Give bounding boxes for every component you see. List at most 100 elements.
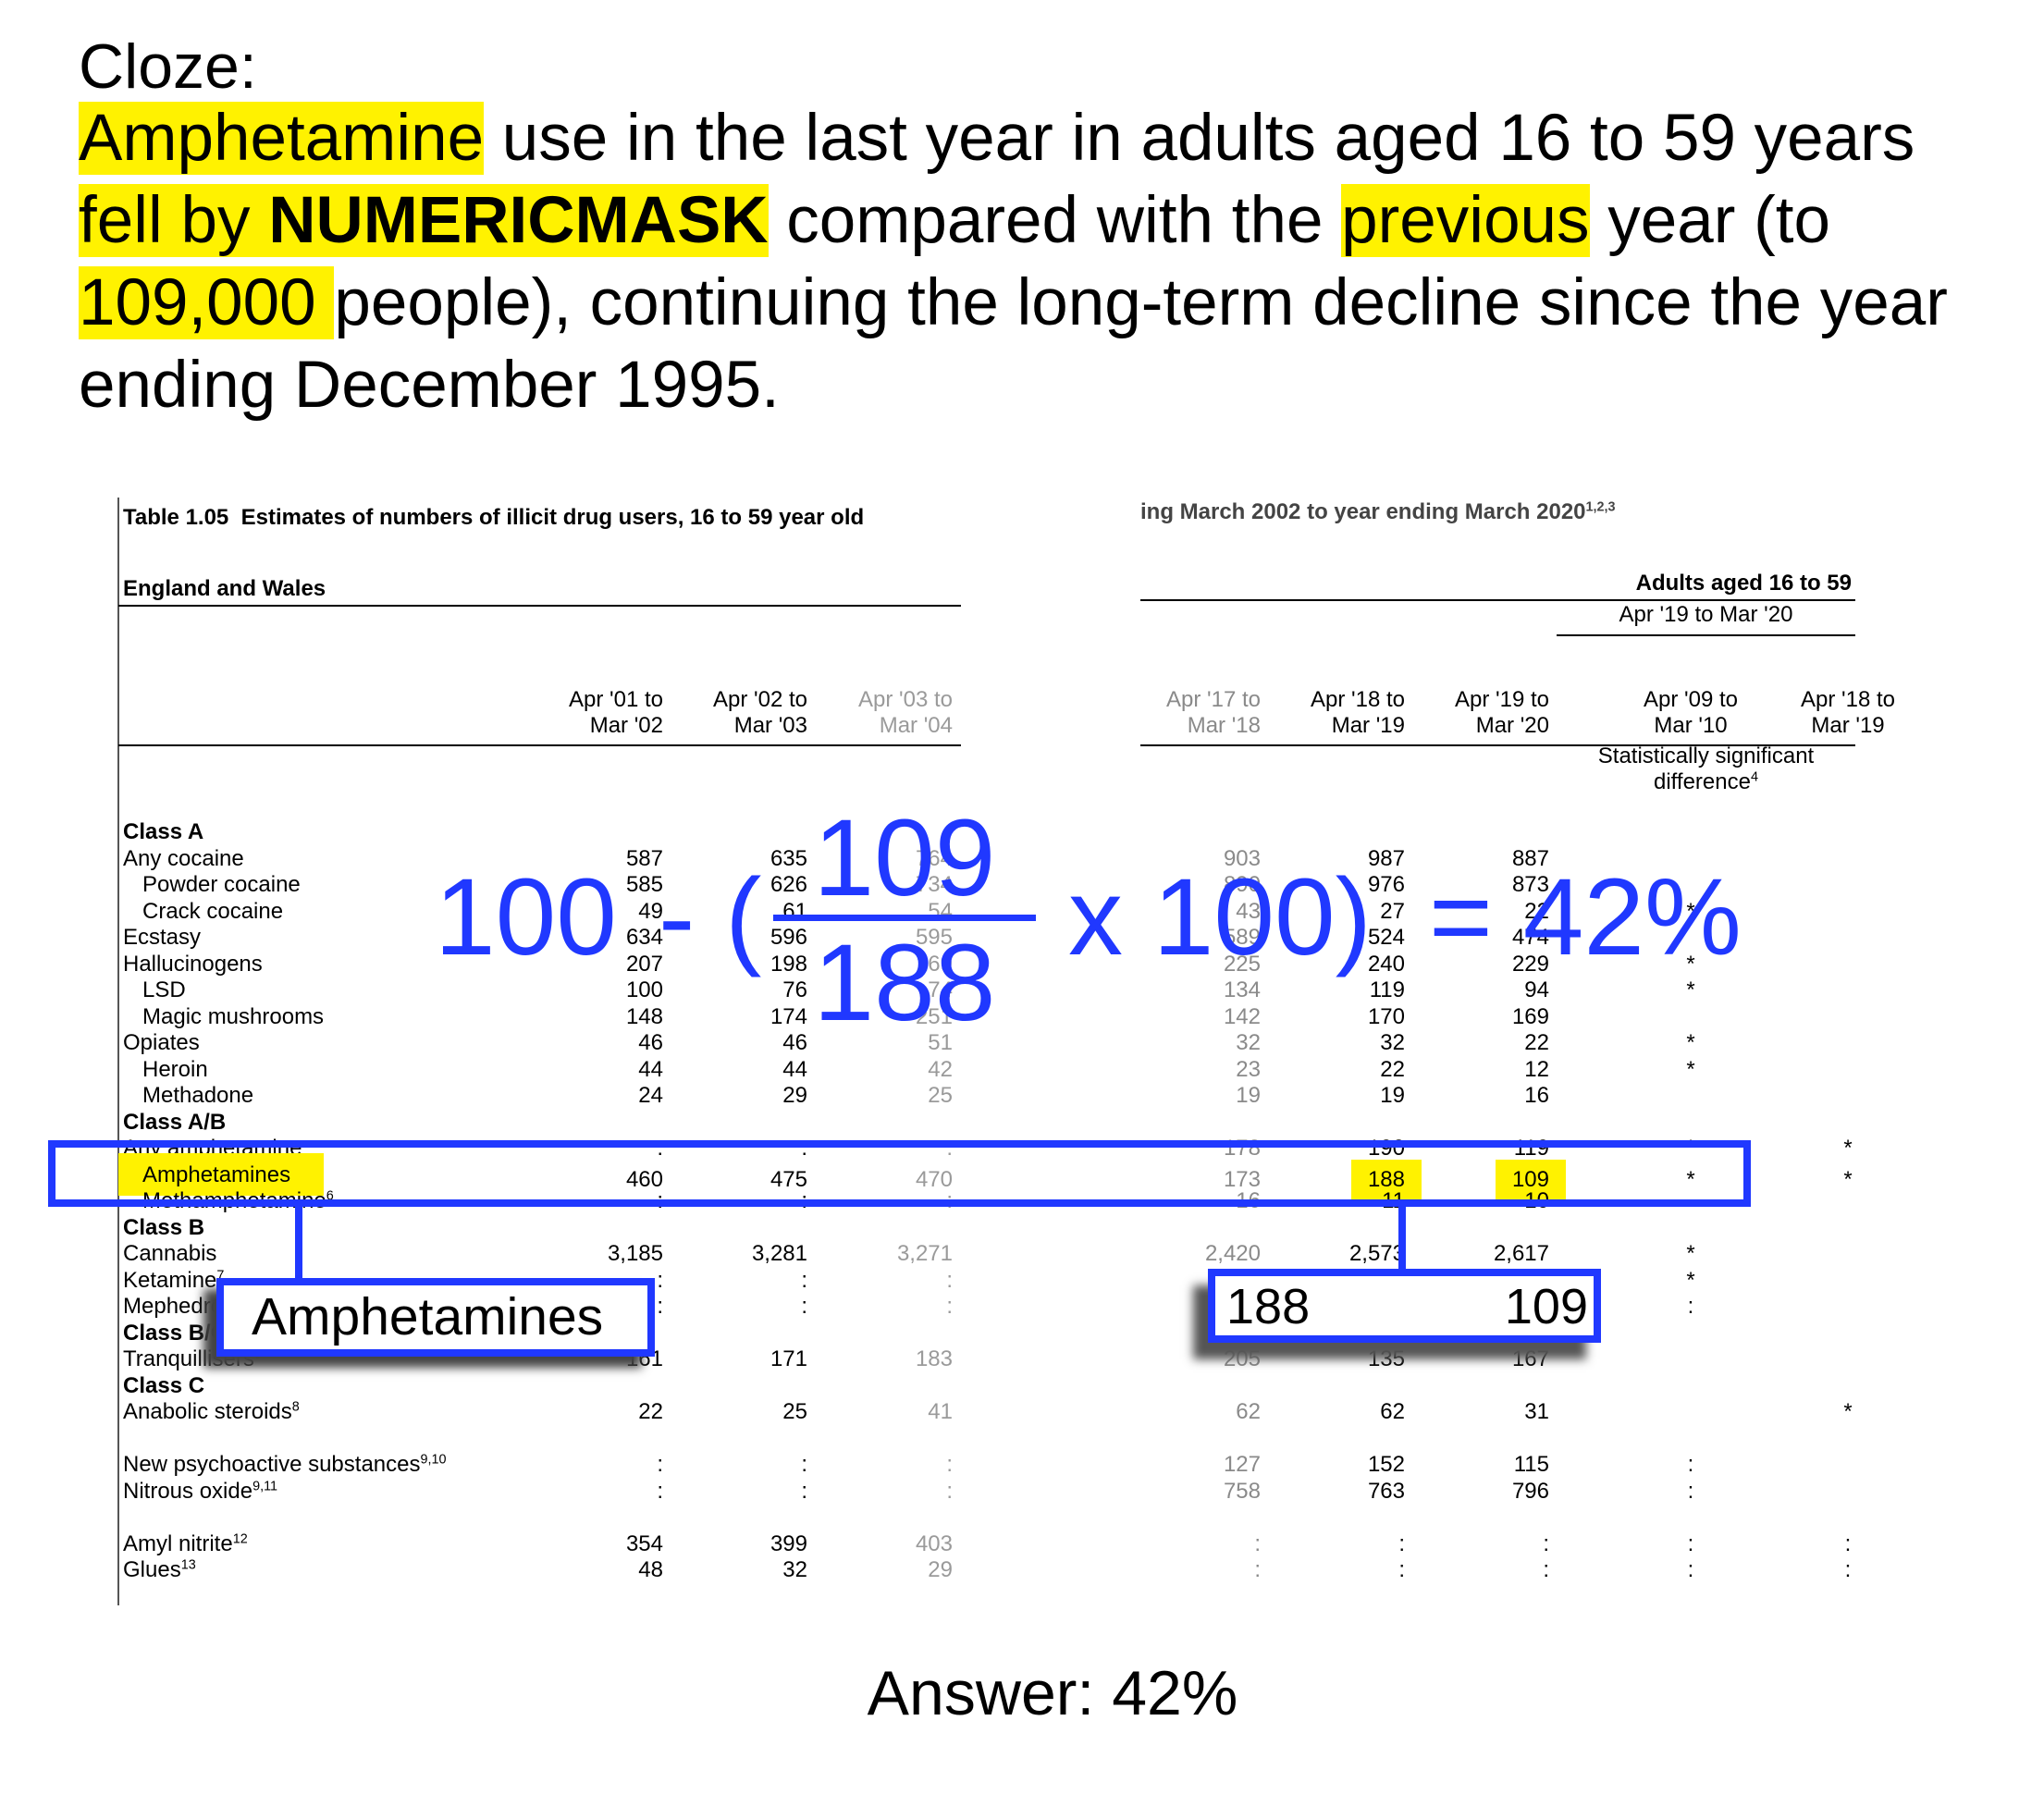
table-cell: 44 <box>782 1056 807 1082</box>
sig-column-header: Apr '18 to <box>1801 687 1895 712</box>
table-cell: * <box>1686 1241 1695 1266</box>
cloze-segment: year (to <box>1589 184 1830 257</box>
table-cell: 474 <box>1511 925 1549 950</box>
table-cell: 188 <box>1350 1159 1422 1200</box>
table-cell: : <box>1844 1530 1852 1556</box>
sig-column-header: Apr '09 to <box>1644 687 1738 712</box>
table-cell: 29 <box>928 1557 953 1582</box>
rule <box>1140 599 1855 601</box>
table-cell: : <box>1687 1294 1694 1319</box>
table-cell: 142 <box>1223 1003 1261 1029</box>
table-cell: 167 <box>1511 1346 1549 1371</box>
table-cell: 626 <box>770 872 807 897</box>
table-cell: 32 <box>1380 1030 1405 1055</box>
table-cell: 29 <box>782 1083 807 1108</box>
row-label: Magic mushrooms <box>142 1005 324 1028</box>
table-cell: 43 <box>1236 898 1261 924</box>
section-heading: Class B <box>123 1214 205 1240</box>
column-header: Apr '01 to <box>569 687 663 712</box>
table-cell: 171 <box>770 1346 807 1371</box>
table-cell: 205 <box>1223 1346 1261 1371</box>
table-cell: * <box>1686 951 1695 977</box>
row-label-text: Opiates <box>123 1030 200 1055</box>
table-cell: : <box>946 1478 953 1504</box>
section-heading: Class A <box>123 819 204 844</box>
formula-numerator: 109 <box>813 797 996 919</box>
table-title-continued: ing March 2002 to year ending March 2020… <box>1140 499 1616 524</box>
callout-label-box: Amphetamines <box>216 1278 655 1357</box>
callout-label: Amphetamines <box>252 1287 604 1346</box>
table-cell: 23 <box>1236 1056 1261 1082</box>
table-cell: * <box>1843 1136 1853 1161</box>
table-cell: 51 <box>928 1030 953 1055</box>
row-label: Methadone <box>142 1085 253 1107</box>
table-cell: : <box>801 1478 807 1504</box>
title-text: ing March 2002 to year ending March 2020 <box>1140 499 1586 524</box>
row-label: Anabolic steroids8 <box>123 1400 300 1423</box>
table-cell: 475 <box>770 1166 807 1192</box>
table-cell: : <box>1687 1478 1694 1504</box>
cloze-line: fell by NUMERICMASK compared with the pr… <box>79 184 1830 257</box>
cloze-segment: compared with the <box>768 184 1342 257</box>
answer: Answer: 42% <box>867 1658 1238 1728</box>
row-label: Hallucinogens <box>123 953 263 976</box>
row-label: New psychoactive substances9,10 <box>123 1453 447 1476</box>
table-cell: 109 <box>1495 1159 1566 1200</box>
table-cell: : <box>1254 1530 1261 1556</box>
cloze-label: Cloze: <box>79 31 257 102</box>
row-label: LSD <box>142 979 186 1002</box>
table-cell: 763 <box>1367 1478 1405 1504</box>
table-cell: 758 <box>1223 1478 1261 1504</box>
row-label-text: Methadone <box>142 1083 254 1108</box>
table-cell: 44 <box>638 1056 663 1082</box>
table-cell: 115 <box>1513 1452 1549 1477</box>
table-cell: 587 <box>625 845 663 871</box>
table-cell: : <box>801 1136 807 1161</box>
table-cell: 240 <box>1367 951 1405 977</box>
table-cell: : <box>1687 1557 1694 1582</box>
table-cell: 524 <box>1367 925 1405 950</box>
table-cell: 22 <box>1524 898 1549 924</box>
table-cell: * <box>1686 1267 1695 1293</box>
formula-result: = 42% <box>1429 856 1742 978</box>
table-cell: * <box>1686 898 1695 924</box>
table-cell: 460 <box>625 1166 663 1192</box>
row-label: Glues13 <box>123 1557 196 1582</box>
table-cell: : <box>657 1452 663 1477</box>
table-cell: * <box>1843 1399 1853 1424</box>
table-cell: : <box>657 1136 663 1161</box>
cloze-line: ending December 1995. <box>79 352 780 418</box>
table-cell: 16 <box>1524 1083 1549 1108</box>
row-label-text: Ketamine <box>123 1267 217 1293</box>
table-cell: : <box>1543 1557 1549 1582</box>
table-cell: : <box>1398 1557 1405 1582</box>
table-cell: 183 <box>915 1346 953 1371</box>
table-cell: 46 <box>782 1030 807 1055</box>
table-cell: 74 <box>928 977 953 1002</box>
formula-minus: - ( <box>659 856 762 978</box>
row-label-text: Crack cocaine <box>142 898 284 924</box>
row-label-text: Nitrous oxide <box>123 1478 253 1504</box>
table-cell: 76 <box>782 977 807 1002</box>
row-label: Amyl nitrite12 <box>123 1532 248 1555</box>
column-header: Mar '19 <box>1331 713 1405 738</box>
row-label-text: LSD <box>142 977 186 1002</box>
callout-value: 109 <box>1504 1279 1588 1334</box>
table-cell: : <box>1687 1452 1694 1477</box>
table-cell: : <box>946 1267 953 1293</box>
table-cell: 987 <box>1367 845 1405 871</box>
table-cell: : <box>946 1136 953 1161</box>
table-cell: 470 <box>915 1166 953 1192</box>
row-label-text: Glues <box>123 1557 181 1582</box>
row-label-text: Heroin <box>142 1056 208 1082</box>
section-heading: Class A/B <box>123 1109 227 1135</box>
table-cell: 2,420 <box>1204 1241 1261 1266</box>
row-label: Ecstasy <box>123 927 201 949</box>
table-cell: 135 <box>1367 1346 1405 1371</box>
table-cell: 32 <box>782 1557 807 1582</box>
column-header: Apr '17 to <box>1166 687 1261 712</box>
table-cell: : <box>1543 1530 1549 1556</box>
table-cell: * <box>1843 1166 1853 1192</box>
row-label-sup: 7 <box>216 1267 225 1283</box>
table-cell: 2,573 <box>1348 1241 1405 1266</box>
